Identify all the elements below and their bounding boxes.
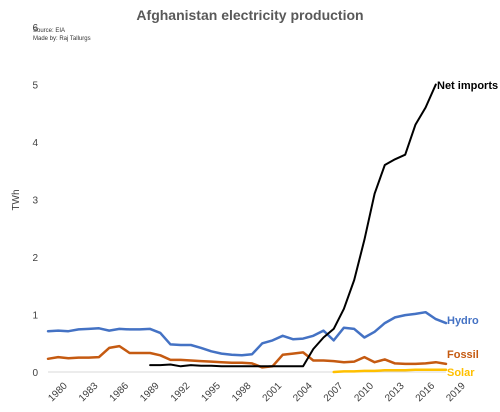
y-tick-label: 5 <box>32 81 38 92</box>
y-tick-label: 3 <box>32 196 38 207</box>
y-ticks: 0 1 2 3 4 5 6 <box>32 23 38 379</box>
net-imports-label: Net imports <box>437 80 498 92</box>
x-tick-label: 2004 <box>291 380 315 404</box>
x-ticks: 1980 1983 1986 1989 1992 1995 1998 2001 2004 2007… <box>46 380 468 404</box>
fossil-label: Fossil <box>447 349 479 361</box>
solar-label: Solar <box>447 367 475 379</box>
net-imports-line <box>149 83 437 368</box>
y-tick-label: 2 <box>32 253 38 264</box>
hydro-label: Hydro <box>447 315 479 327</box>
source-note: Source: EIA <box>33 28 65 34</box>
x-tick-label: 1986 <box>108 380 132 404</box>
series-lines <box>46 83 448 374</box>
x-tick-label: 2019 <box>444 380 468 404</box>
x-tick-label: 1992 <box>169 380 193 404</box>
y-tick-label: 4 <box>32 138 38 149</box>
y-tick-label: 1 <box>32 311 38 322</box>
x-tick-label: 1989 <box>138 380 162 404</box>
x-tick-label: 1980 <box>46 380 70 404</box>
x-tick-label: 1995 <box>199 380 223 404</box>
y-tick-label: 6 <box>32 23 38 34</box>
solar-line <box>332 368 448 374</box>
y-axis-label: TWh <box>11 189 22 210</box>
x-tick-label: 2001 <box>261 380 285 404</box>
x-tick-label: 2007 <box>322 380 346 404</box>
x-tick-label: 1998 <box>230 380 254 404</box>
hydro-line <box>46 310 448 357</box>
x-tick-label: 2010 <box>352 380 376 404</box>
fossil-line <box>46 344 448 369</box>
series-labels: Hydro Fossil Net imports Solar <box>437 80 498 379</box>
x-tick-label: 2016 <box>414 380 438 404</box>
y-tick-label: 0 <box>32 368 38 379</box>
credit-note: Made by: Raj Tallurgs <box>33 36 91 42</box>
x-tick-label: 2013 <box>383 380 407 404</box>
x-tick-label: 1983 <box>77 380 101 404</box>
chart-title: Afghanistan electricity production <box>136 7 363 23</box>
